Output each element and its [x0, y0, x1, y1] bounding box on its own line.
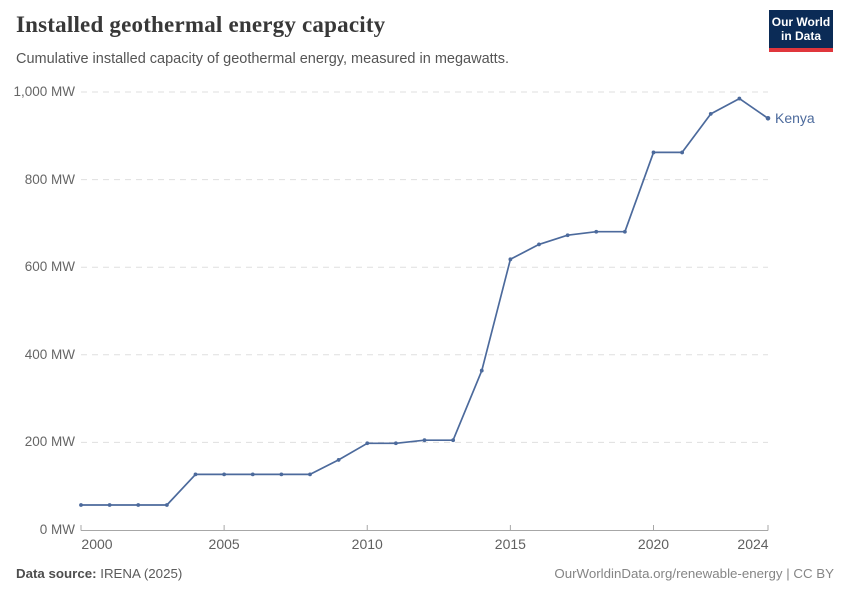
owid-logo[interactable]: Our World in Data: [769, 10, 833, 52]
data-points[interactable]: [79, 96, 771, 507]
x-tick-label: 2020: [637, 536, 670, 552]
data-source-value: IRENA (2025): [96, 566, 183, 581]
x-tick-label: 2005: [208, 536, 240, 552]
grid-lines: [81, 91, 768, 443]
x-tick-label: 2015: [494, 536, 526, 552]
page-subtitle: Cumulative installed capacity of geother…: [16, 51, 509, 67]
y-tick-label: 200 MW: [24, 434, 75, 450]
owid-logo-line2: in Data: [780, 28, 821, 43]
y-tick-label: 1,000 MW: [13, 84, 75, 99]
series-label-kenya[interactable]: Kenya: [775, 110, 815, 127]
x-tick-label: 2010: [351, 536, 383, 552]
y-tick-label: 400 MW: [24, 346, 75, 362]
owid-logo-line1: Our World: [771, 15, 831, 29]
data-source: Data source: IRENA (2025): [16, 566, 182, 581]
x-tick-label: 2024: [737, 536, 769, 552]
x-axis: [80, 525, 769, 531]
data-source-label: Data source:: [16, 566, 97, 581]
credit-link[interactable]: OurWorldinData.org/renewable-energy | CC…: [554, 566, 834, 581]
page-title: Installed geothermal energy capacity: [16, 12, 386, 37]
y-tick-label: 800 MW: [24, 171, 75, 187]
y-tick-label: 0 MW: [39, 522, 75, 537]
data-line-kenya[interactable]: [80, 97, 769, 506]
chart-footer: Data source: IRENA (2025) OurWorldinData…: [16, 566, 834, 581]
x-tick-label: 2000: [81, 536, 113, 552]
y-tick-label: 600 MW: [24, 259, 75, 275]
